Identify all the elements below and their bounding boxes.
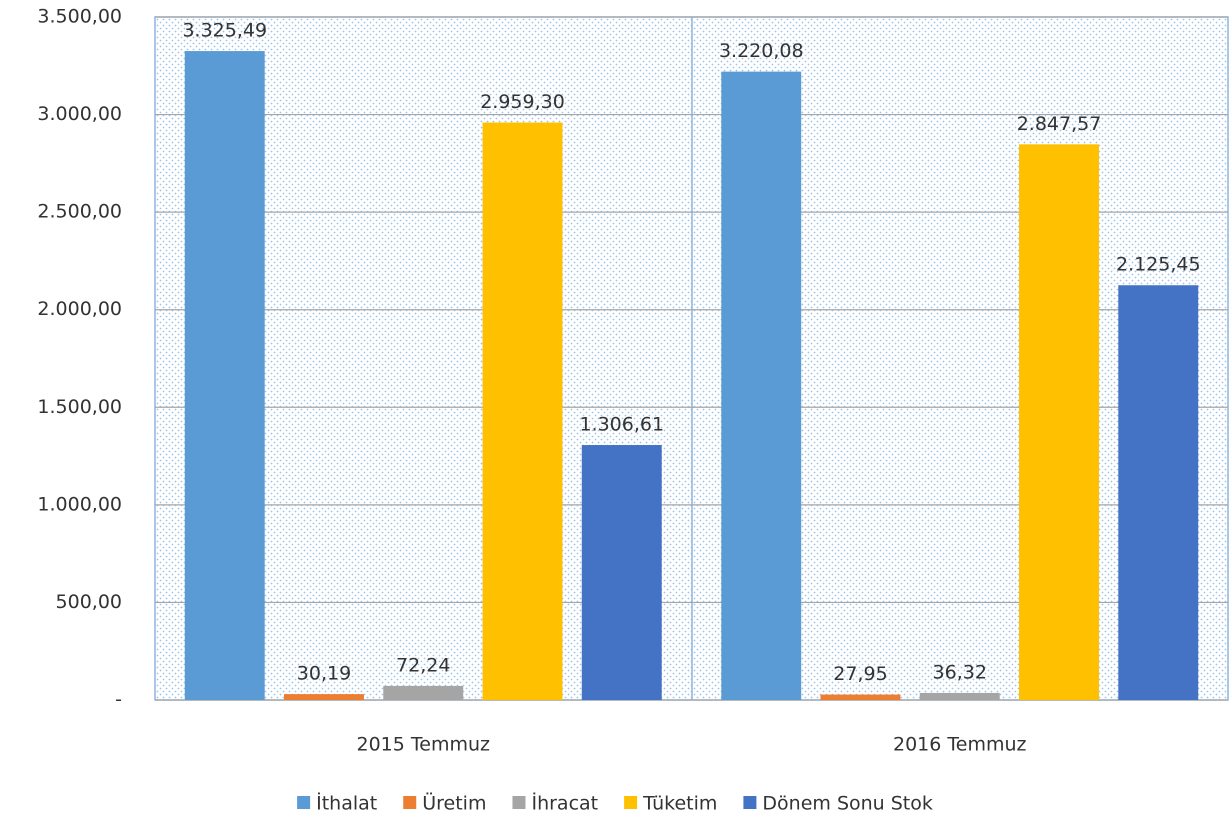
bar: [820, 694, 901, 700]
legend-label: Dönem Sonu Stok: [762, 793, 932, 815]
bar: [383, 685, 464, 700]
y-tick-label: 2.500,00: [37, 201, 122, 223]
y-tick-label: 1.000,00: [37, 493, 122, 515]
data-label: 36,32: [933, 661, 987, 683]
y-tick-label: 1.500,00: [37, 396, 122, 418]
bar: [482, 122, 563, 701]
data-label: 3.325,49: [182, 20, 267, 42]
legend-label: Tüketim: [642, 793, 717, 815]
legend-swatch: [624, 796, 638, 809]
y-tick-label: 3.500,00: [37, 6, 122, 28]
data-label: 2.959,30: [480, 91, 565, 113]
bar: [1019, 144, 1099, 701]
x-tick-label: 2016 Temmuz: [893, 734, 1027, 756]
data-label: 27,95: [833, 663, 887, 685]
bar: [184, 51, 265, 700]
bar: [284, 694, 364, 700]
data-label: 72,24: [396, 654, 450, 676]
data-label: 2.847,57: [1017, 113, 1102, 135]
data-label: 30,19: [297, 663, 351, 685]
bar: [919, 692, 1000, 700]
bar: [581, 445, 662, 700]
legend-swatch: [297, 796, 311, 809]
y-tick-label: 3.000,00: [37, 103, 122, 125]
data-label: 3.220,08: [719, 40, 804, 62]
bar: [721, 71, 802, 700]
bar: [1118, 285, 1199, 700]
y-tick-label: 500,00: [56, 591, 122, 613]
legend-swatch: [743, 796, 757, 809]
legend-label: İthalat: [316, 792, 377, 815]
legend-label: İhracat: [531, 792, 598, 815]
y-tick-label: -: [115, 689, 122, 711]
legend-swatch: [512, 796, 526, 809]
data-label: 1.306,61: [579, 414, 664, 436]
y-tick-label: 2.000,00: [37, 298, 122, 320]
legend-swatch: [403, 796, 417, 809]
legend-label: Üretim: [422, 792, 486, 815]
data-label: 2.125,45: [1116, 254, 1201, 276]
x-tick-label: 2015 Temmuz: [357, 734, 491, 756]
